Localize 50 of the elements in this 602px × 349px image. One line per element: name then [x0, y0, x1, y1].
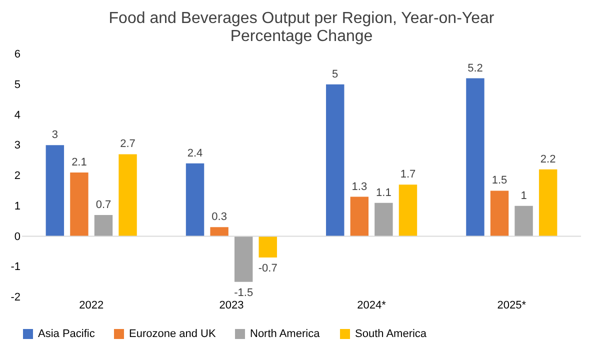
x-tick-label: 2022 [79, 300, 104, 312]
legend-label: North America [250, 328, 321, 340]
x-tick-label: 2024* [357, 300, 387, 312]
bar [490, 190, 509, 236]
bar [234, 236, 253, 282]
bar [326, 84, 344, 236]
bar [398, 184, 418, 236]
data-label: 5.2 [468, 62, 483, 74]
bar [258, 236, 277, 258]
bar [186, 163, 204, 236]
x-tick-label: 2025* [497, 300, 527, 312]
bar [210, 227, 228, 236]
y-tick-label: 6 [14, 48, 20, 60]
bar [46, 145, 64, 236]
bar [118, 154, 137, 236]
legend-label: Asia Pacific [38, 328, 96, 340]
bar [350, 196, 369, 236]
y-tick-label: 4 [14, 109, 20, 122]
bar [94, 214, 113, 236]
data-label: 2.7 [120, 138, 136, 150]
y-tick-label: 1 [14, 200, 20, 212]
data-label: 1 [520, 190, 527, 202]
y-tick-label: -1 [10, 261, 20, 274]
y-tick-label: 3 [14, 140, 20, 152]
y-tick-label: 0 [14, 230, 20, 243]
bar [70, 172, 88, 236]
data-label: 1.5 [492, 174, 508, 187]
x-tick-label: 2023 [219, 300, 244, 312]
bar [514, 206, 533, 236]
data-label: 0.7 [96, 198, 112, 211]
y-tick-label: 2 [14, 170, 20, 182]
data-label: -1.5 [234, 286, 254, 299]
data-label: 5 [332, 68, 338, 80]
data-label: 0.3 [212, 211, 227, 224]
y-tick-label: -2 [10, 292, 20, 304]
chart-title: Food and Beverages Output per Region, Year-on-Year Percentage Change [108, 10, 495, 45]
data-label: 3 [52, 129, 58, 142]
legend-label: Eurozone and UK [129, 328, 216, 340]
bar [374, 202, 393, 236]
legend-label: South America [355, 328, 428, 340]
data-label: 2.4 [187, 147, 203, 160]
y-tick-label: 5 [14, 78, 20, 91]
data-label: -0.7 [258, 262, 278, 275]
bar [538, 169, 558, 236]
bar [466, 78, 484, 236]
data-label: 1.7 [400, 168, 416, 181]
data-label: 1.1 [376, 186, 392, 199]
data-label: 2.2 [540, 153, 556, 166]
data-label: 2.1 [72, 156, 87, 168]
data-label: 1.3 [352, 180, 368, 193]
